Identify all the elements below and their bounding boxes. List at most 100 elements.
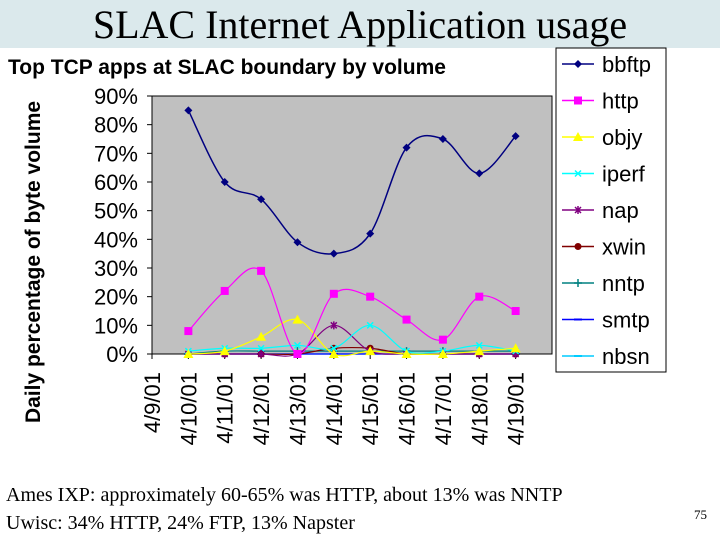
legend-item-bbftp: bbftp (562, 52, 651, 77)
series-line-nntp (188, 350, 516, 355)
series-bbftp (184, 106, 520, 258)
series-line-bbftp (187, 109, 517, 255)
series-line-http (187, 267, 516, 355)
data-point-iperf (330, 344, 338, 352)
x-tick-label: 4/11/01 (213, 372, 238, 444)
legend-marker (574, 243, 582, 250)
data-point-bbftp (438, 135, 447, 143)
legend-item-nap: nap (562, 198, 639, 223)
legend-label: xwin (602, 235, 646, 260)
x-tick-label: 4/12/01 (249, 372, 274, 445)
legend-label: nap (602, 198, 639, 223)
series-line-objy (188, 318, 516, 357)
legend-item-nbsn: nbsn (562, 344, 650, 369)
data-point-http (366, 292, 375, 301)
data-point-bbftp (257, 195, 266, 204)
y-tick-label: 80% (94, 113, 138, 138)
note-uwisc: Uwisc: 34% HTTP, 24% FTP, 13% Napster (6, 512, 355, 534)
data-point-objy (183, 349, 194, 358)
data-point-bbftp (220, 178, 229, 186)
data-point-iperf (257, 344, 265, 352)
legend-label: nntp (602, 271, 645, 296)
y-tick-label: 10% (94, 313, 138, 338)
data-point-objy (365, 346, 376, 356)
legend-item-http: http (562, 89, 639, 114)
legend-marker (574, 60, 582, 68)
legend-item-smtp: smtp (562, 308, 650, 333)
y-tick-label: 40% (94, 227, 138, 252)
x-tick-label: 4/9/01 (140, 372, 165, 433)
x-tick-label: 4/15/01 (358, 372, 383, 445)
chart-title: Top TCP apps at SLAC boundary by volume (8, 56, 446, 79)
data-point-http (511, 307, 520, 315)
data-point-bbftp (402, 143, 411, 152)
slide-title: SLAC Internet Application usage (92, 2, 628, 47)
note-ames: Ames IXP: approximately 60-65% was HTTP,… (6, 484, 563, 506)
y-tick-label: 60% (94, 170, 138, 195)
x-tick-label: 4/10/01 (176, 372, 201, 445)
data-point-http (438, 335, 447, 344)
data-point-nap (257, 350, 265, 358)
x-tick-label: 4/13/01 (285, 372, 310, 445)
data-point-objy (292, 314, 303, 324)
legend-label: iperf (602, 162, 646, 187)
y-tick-label: 0% (106, 342, 138, 367)
legend-item-xwin: xwin (562, 235, 646, 260)
data-point-objy (437, 349, 448, 358)
data-point-http (329, 289, 338, 298)
series-line-iperf (188, 324, 516, 354)
data-point-bbftp (511, 132, 520, 141)
y-tick-label: 20% (94, 285, 138, 310)
plot-area (151, 95, 553, 355)
data-point-objy (401, 349, 412, 358)
data-point-nap (330, 321, 338, 330)
data-point-bbftp (293, 238, 302, 247)
legend-label: smtp (602, 308, 650, 333)
data-point-iperf (366, 321, 374, 329)
data-point-objy (328, 349, 339, 358)
data-point-bbftp (475, 169, 484, 178)
x-tick-label: 4/17/01 (431, 372, 456, 445)
data-point-bbftp (366, 229, 375, 238)
series-http (184, 266, 520, 358)
y-tick-label: 50% (94, 199, 138, 224)
legend-marker (573, 132, 583, 141)
data-point-objy (510, 343, 521, 353)
x-tick-label: 4/18/01 (467, 372, 492, 445)
data-point-http (402, 315, 411, 324)
data-point-http (475, 292, 484, 301)
data-point-http (184, 327, 193, 336)
x-tick-label: 4/16/01 (395, 372, 420, 445)
data-point-bbftp (184, 106, 193, 115)
legend-label: bbftp (602, 52, 651, 77)
legend-label: nbsn (602, 344, 650, 369)
data-point-objy (256, 331, 267, 341)
series-line-nap (188, 324, 516, 357)
legend-marker (574, 96, 582, 105)
y-tick-label: 30% (94, 256, 138, 281)
x-tick-label: 4/19/01 (504, 372, 529, 445)
y-tick-label: 90% (94, 84, 138, 109)
legend-marker (574, 279, 582, 287)
legend-label: http (602, 89, 639, 114)
data-point-http (220, 286, 229, 295)
line-chart: Top TCP apps at SLAC boundary by volume … (8, 47, 667, 445)
title-band (0, 0, 720, 48)
legend-item-objy: objy (562, 125, 642, 150)
data-point-iperf (293, 341, 301, 349)
legend-item-nntp: nntp (562, 271, 645, 296)
page-number: 75 (694, 507, 707, 522)
y-axis-label: Daily percentage of byte volume (22, 101, 45, 423)
legend-item-iperf: iperf (562, 162, 646, 187)
legend-marker (574, 206, 582, 214)
data-point-objy (219, 346, 230, 356)
x-tick-label: 4/14/01 (322, 372, 347, 445)
legend-marker (574, 169, 582, 178)
legend-label: objy (602, 125, 642, 150)
y-tick-label: 70% (94, 141, 138, 166)
data-point-http (257, 266, 266, 275)
series-objy (183, 314, 521, 358)
data-point-http (293, 350, 302, 358)
data-point-iperf (475, 341, 483, 349)
data-point-objy (474, 346, 485, 356)
